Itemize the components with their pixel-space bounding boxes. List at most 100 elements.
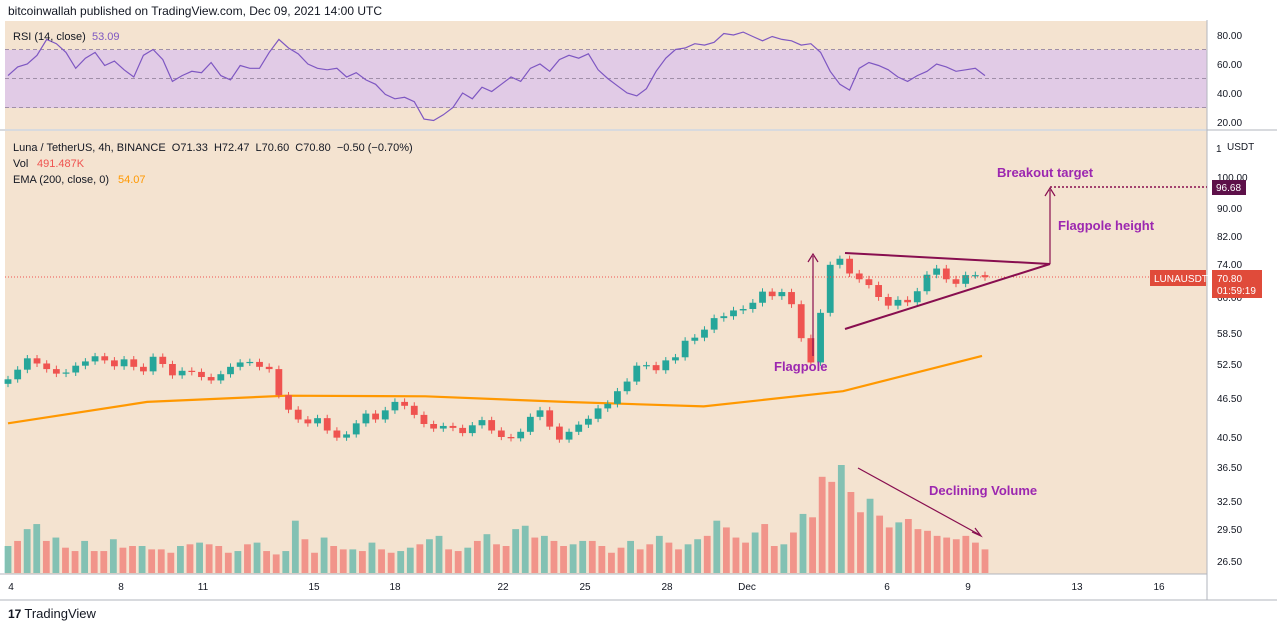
volume-bar <box>129 546 136 573</box>
volume-bar <box>799 513 807 573</box>
candle-body <box>62 372 70 374</box>
candle-body <box>865 279 873 286</box>
volume-bar <box>502 546 510 573</box>
rsi-tick-label: 80.00 <box>1217 31 1242 42</box>
volume-bar <box>71 551 79 573</box>
candle-body <box>681 340 689 358</box>
candle-body <box>904 299 912 303</box>
triangle-lower-line <box>844 263 1051 330</box>
price-chart[interactable]: 80.00 60.00 40.00 20.00 Breakout target Fla… <box>0 20 1277 602</box>
price-tick-label: 66.00 <box>1217 293 1242 304</box>
flagpole-label: Flagpole <box>774 359 827 374</box>
volume-bar <box>857 512 864 573</box>
volume-bar <box>90 551 98 573</box>
time-tick-label: 18 <box>389 582 401 593</box>
volume-bar <box>272 554 280 573</box>
candle-body <box>246 361 254 364</box>
price-tick-label: 82.00 <box>1217 232 1242 243</box>
price-tick-label: 74.00 <box>1217 260 1242 271</box>
volume-bar <box>320 537 328 573</box>
price-tick-label: 40.50 <box>1217 433 1242 444</box>
volume-bar <box>761 524 769 573</box>
volume-bar <box>655 535 663 573</box>
annotations: Breakout target Flagpole height Flagpole… <box>774 165 1207 538</box>
price-axis-top-tick: 1 <box>1216 144 1222 155</box>
candle-body <box>749 302 757 309</box>
volume-bar <box>837 465 845 573</box>
ema-legend-label: EMA (200, close, 0) <box>13 174 109 186</box>
price-axis: 100.00 90.00 82.00 74.00 66.00 58.50 52.50 46.5… <box>1217 173 1248 568</box>
volume-bar <box>23 529 31 573</box>
candle-body <box>101 356 109 361</box>
candle-body <box>933 268 941 275</box>
candle-body <box>952 279 960 284</box>
volume-bar <box>713 520 721 573</box>
candle-body <box>623 381 631 392</box>
candle-body <box>468 425 476 434</box>
flagpole-height-arrow-head <box>1044 186 1056 197</box>
candle-body <box>633 365 641 382</box>
volume-bar <box>866 498 874 573</box>
candle-body <box>923 274 931 292</box>
candle-body <box>362 413 370 424</box>
price-tick-label: 46.50 <box>1217 394 1242 405</box>
target-tag-bg <box>1212 180 1246 195</box>
main-legend: Luna / TetherUS, 4h, BINANCE O71.33 H72.… <box>13 142 413 186</box>
volume-bar <box>378 549 385 573</box>
volume-bar <box>339 549 347 573</box>
volume-bar <box>933 535 941 573</box>
vol-legend-label: Vol <box>13 158 28 170</box>
triangle-upper-line <box>844 252 1051 265</box>
rsi-legend-value: 53.09 <box>92 31 120 43</box>
candle-body <box>594 408 602 419</box>
candle-body <box>275 369 283 396</box>
candle-body <box>739 309 747 311</box>
candle-body <box>130 359 138 367</box>
candle-body <box>333 430 341 438</box>
candle-body <box>410 405 418 415</box>
rsi-tick-label: 40.00 <box>1217 89 1242 100</box>
volume-bar <box>224 552 232 573</box>
volume-bar <box>291 520 299 573</box>
candle-body <box>217 374 225 381</box>
candle-body <box>52 369 60 374</box>
volume-bar <box>282 551 290 573</box>
volume-bar <box>42 540 50 573</box>
currency-label: USDT <box>1227 142 1254 153</box>
candle-body <box>517 431 525 439</box>
main-panel-background <box>5 131 1207 574</box>
volume-bar <box>924 530 931 573</box>
price-tick-label: 32.50 <box>1217 497 1242 508</box>
candle-body <box>488 420 496 431</box>
candle-body <box>23 358 31 370</box>
rsi-tick-label: 60.00 <box>1217 60 1242 71</box>
volume-bar <box>665 542 673 573</box>
symbol-line: Luna / TetherUS, 4h, BINANCE O71.33 H72.… <box>13 142 413 154</box>
candle-body <box>188 370 196 372</box>
time-tick-label: 6 <box>884 582 890 593</box>
rsi-band <box>5 50 1207 108</box>
volume-bar <box>464 547 472 573</box>
volume-bar <box>4 546 12 573</box>
declining-volume-arrow <box>857 467 981 536</box>
price-tick-label: 52.50 <box>1217 360 1242 371</box>
volume-bar <box>790 532 797 573</box>
price-tick-label: 90.00 <box>1217 204 1242 215</box>
target-tag: 96.68 <box>1216 183 1241 194</box>
candle-body <box>884 297 892 306</box>
volume-bar <box>426 539 433 573</box>
candle-body <box>111 360 118 367</box>
volume-bar <box>972 542 979 573</box>
volume-bar <box>809 517 816 573</box>
countdown-tag: 01:59:19 <box>1217 286 1256 297</box>
candle-body <box>227 366 234 375</box>
candle-body <box>575 424 583 432</box>
volume-bar <box>359 551 366 573</box>
candle-body <box>169 364 176 376</box>
volume-bar <box>895 522 903 573</box>
volume-bar <box>579 540 587 573</box>
flagpole-arrow-head <box>807 252 819 263</box>
volume-bar <box>349 549 357 573</box>
volume-bar <box>81 540 89 573</box>
candle-body <box>536 410 544 417</box>
